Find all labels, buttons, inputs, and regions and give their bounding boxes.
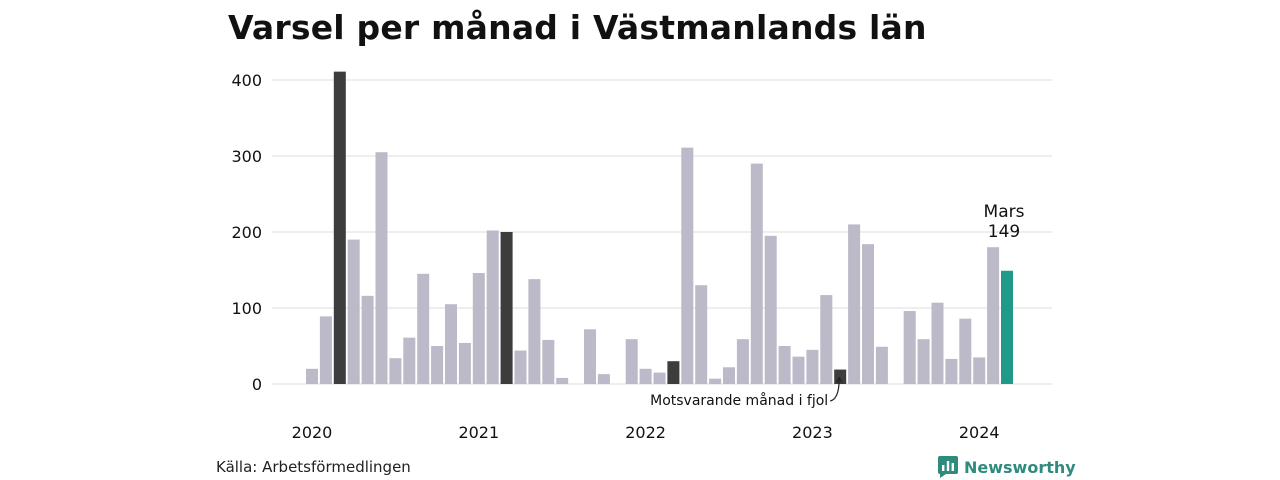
bar-2021-12 <box>625 339 638 384</box>
bar-2022-01 <box>639 368 652 384</box>
current-month-label: Mars <box>984 202 1025 222</box>
bar-2020-01 <box>306 368 318 384</box>
bar-2021-04 <box>514 350 527 384</box>
x-tick-label: 2023 <box>792 423 833 442</box>
bar-2022-12 <box>792 356 805 384</box>
bar-2024-02 <box>987 247 1000 384</box>
bar-2024-01 <box>973 357 986 384</box>
bar-2022-09 <box>750 163 763 384</box>
current-value-label: 149 <box>988 222 1020 242</box>
x-tick-label: 2022 <box>625 423 666 442</box>
bar-2020-08 <box>403 337 416 384</box>
bar-2023-02 <box>820 295 833 384</box>
bar-2023-04 <box>848 224 861 384</box>
bar-2021-07 <box>556 377 569 384</box>
bar-2020-03 <box>333 71 346 384</box>
bar-2023-01 <box>806 349 819 384</box>
bar-2022-11 <box>778 346 791 384</box>
bar-2023-09 <box>917 339 930 384</box>
bar-2023-10 <box>931 302 944 384</box>
bar-2022-06 <box>709 378 722 384</box>
bar-2022-02 <box>653 372 666 384</box>
chart-title: Varsel per månad i Västmanlands län <box>228 8 927 47</box>
x-tick-label: 2020 <box>292 423 333 442</box>
brand-name: Newsworthy <box>964 457 1076 477</box>
bar-2023-11 <box>945 358 958 384</box>
y-tick-label: 100 <box>231 299 262 318</box>
bar-2021-05 <box>528 279 541 384</box>
x-tick-label: 2021 <box>458 423 499 442</box>
x-tick-label: 2024 <box>959 423 1000 442</box>
bar-2020-05 <box>361 295 374 384</box>
bar-2023-05 <box>862 244 874 384</box>
bar-2022-05 <box>695 285 708 384</box>
annotation-arrowhead <box>835 376 843 383</box>
bar-2020-07 <box>389 358 402 384</box>
bar-2023-08 <box>903 311 916 384</box>
source-label: Källa: Arbetsförmedlingen <box>216 458 411 476</box>
bar-2022-08 <box>736 339 749 384</box>
annotation-arrow <box>830 378 840 402</box>
bar-2020-06 <box>375 152 388 384</box>
brand: Newsworthy <box>938 456 1076 478</box>
bar-2022-03 <box>667 361 680 384</box>
bar-2022-04 <box>681 147 694 384</box>
y-axis-labels: 0 100 200 300 400 <box>231 71 262 394</box>
bar-2023-12 <box>959 318 972 384</box>
bar-2021-03 <box>500 232 513 384</box>
bar-2024-03 <box>1001 270 1013 384</box>
bar-2023-06 <box>875 346 888 384</box>
newsworthy-logo-icon <box>938 456 958 478</box>
bar-2022-07 <box>723 367 735 384</box>
bar-2021-06 <box>542 339 555 384</box>
bar-2021-09 <box>584 329 596 384</box>
y-tick-label: 400 <box>231 71 262 90</box>
bar-2020-09 <box>417 273 430 384</box>
bars <box>306 71 1013 384</box>
bar-2022-10 <box>764 235 777 384</box>
bar-2020-02 <box>319 316 332 384</box>
annotation-text: Motsvarande månad i fjol <box>650 392 828 409</box>
bar-2021-01 <box>472 273 485 384</box>
y-tick-label: 0 <box>252 375 262 394</box>
bar-2021-10 <box>597 374 610 384</box>
y-tick-label: 200 <box>231 223 262 242</box>
y-tick-label: 300 <box>231 147 262 166</box>
bar-2020-04 <box>347 239 360 384</box>
bar-2020-10 <box>431 346 444 384</box>
bar-2020-12 <box>458 342 471 384</box>
bar-2020-11 <box>445 304 457 384</box>
x-axis-labels: 2020 2021 2022 2023 2024 <box>292 423 1000 442</box>
bar-2021-02 <box>486 230 499 384</box>
